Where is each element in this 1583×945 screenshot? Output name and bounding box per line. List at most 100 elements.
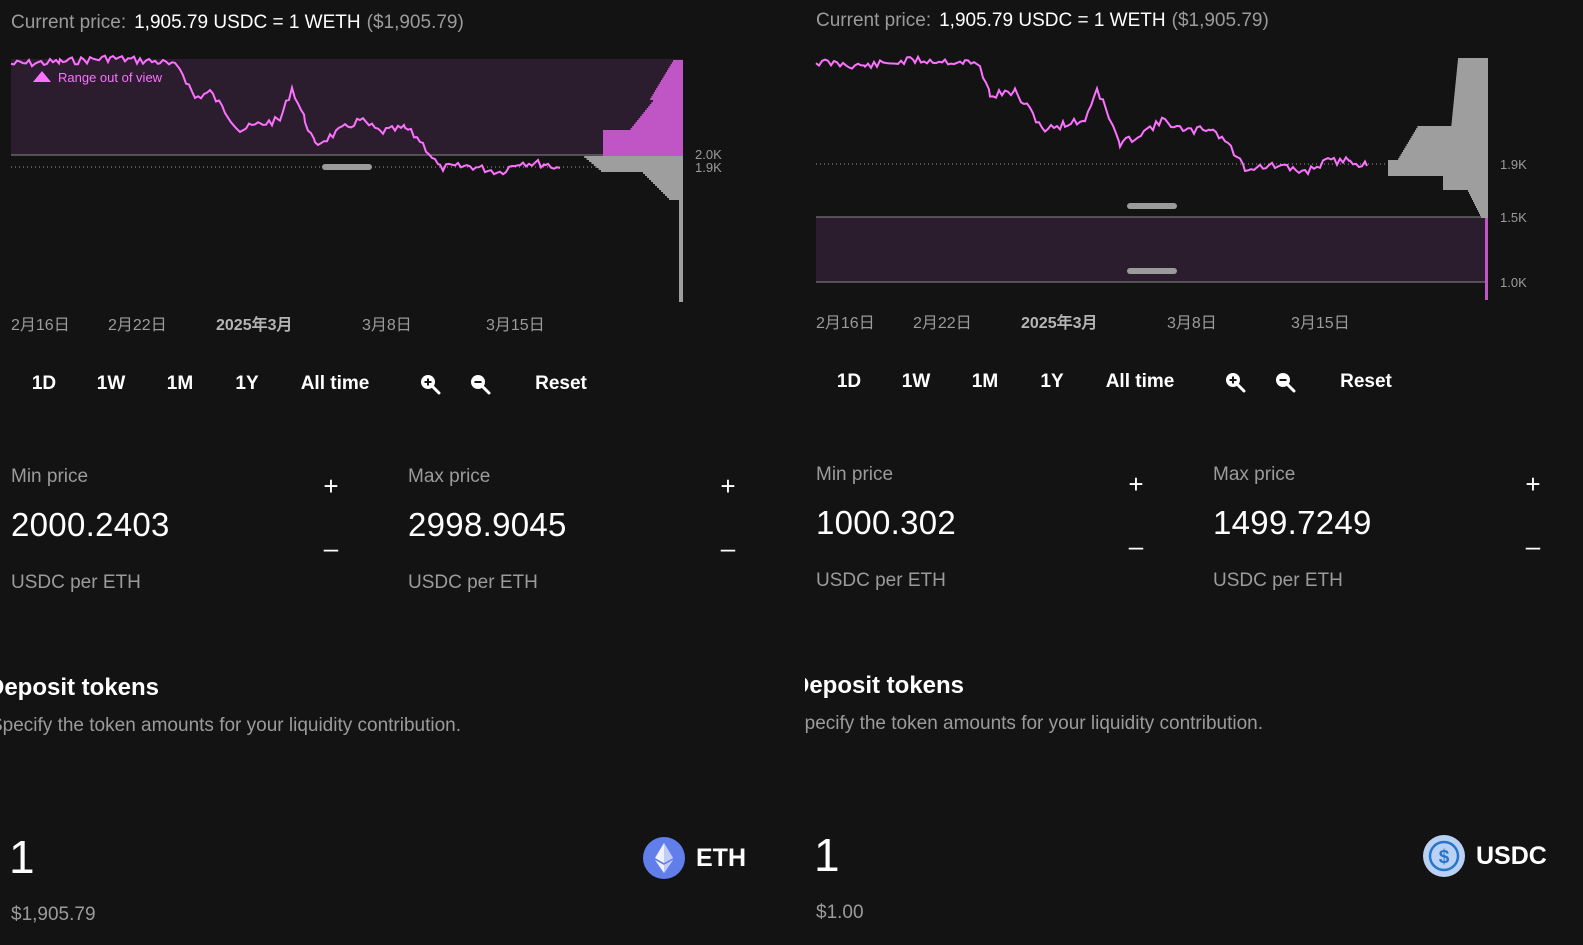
liquidity-bar	[1388, 170, 1488, 172]
y-tick-label: 2.0K	[695, 147, 722, 162]
liquidity-bar	[1485, 264, 1488, 266]
liquidity-bar	[1485, 250, 1488, 252]
token-selector-usdc[interactable]: $ USDC	[1422, 834, 1572, 880]
liquidity-bar	[671, 62, 683, 64]
liquidity-bar	[1472, 198, 1488, 200]
liquidity-bar	[1413, 132, 1488, 134]
liquidity-bar	[1388, 162, 1488, 164]
price-history-line	[815, 54, 1368, 177]
zoom-in-icon[interactable]	[1224, 371, 1246, 393]
liquidity-bar	[646, 108, 683, 110]
range-handle-lower[interactable]	[1127, 268, 1177, 274]
liquidity-bar	[1452, 110, 1488, 112]
time-1d-button[interactable]: 1D	[17, 362, 71, 406]
minus-icon[interactable]: –	[1525, 531, 1541, 561]
time-1m-button[interactable]: 1M	[954, 360, 1016, 404]
deposit-amount-usd: $1,905.79	[11, 904, 96, 925]
plus-icon[interactable]: +	[1525, 469, 1541, 499]
plus-icon[interactable]: +	[323, 471, 339, 501]
liquidity-bar	[1412, 134, 1488, 136]
liquidity-bar	[1404, 148, 1488, 150]
time-all-button[interactable]: All time	[1088, 360, 1192, 404]
liquidity-bar	[1457, 66, 1488, 68]
liquidity-bar	[653, 100, 683, 102]
plus-icon[interactable]: +	[1128, 469, 1144, 499]
time-1w-button[interactable]: 1W	[81, 362, 141, 406]
x-tick-label: 3月15日	[486, 317, 545, 334]
liquidity-bar	[1388, 174, 1488, 176]
liquidity-bar	[667, 196, 683, 198]
liquidity-bar	[1443, 182, 1488, 184]
right-panel: Current price: 1,905.79 USDC = 1 WETH ($1,…	[805, 0, 1583, 945]
liquidity-bar	[633, 124, 683, 126]
liquidity-bar	[1485, 260, 1488, 262]
liquidity-bar	[679, 274, 683, 276]
selected-range-area	[11, 59, 683, 155]
x-tick-label: 3月8日	[362, 317, 412, 334]
y-tick-label: 1.5K	[1500, 210, 1527, 225]
max-price-input[interactable]: 2998.9045	[408, 506, 567, 543]
liquidity-bar	[679, 220, 683, 222]
time-1w-button[interactable]: 1W	[886, 360, 946, 404]
liquidity-bar	[1485, 258, 1488, 260]
token-selector-eth[interactable]: ETH	[642, 836, 772, 882]
liquidity-bar	[679, 300, 683, 302]
liquidity-bar	[1485, 224, 1488, 226]
time-1y-button[interactable]: 1Y	[219, 362, 275, 406]
price-range-chart[interactable]: 1.9K 1.5K 1.0K 2月16日 2月22日 2025年3月 3月8日 …	[805, 0, 1583, 340]
liquidity-bar	[667, 70, 683, 72]
liquidity-bar	[1451, 124, 1488, 126]
min-price-input[interactable]: 1000.302	[816, 504, 957, 541]
price-range-chart[interactable]: Range out of view 2.0K 1.9K 2月16日 2月22日 …	[0, 0, 790, 340]
liquidity-bar	[656, 88, 683, 90]
minus-icon[interactable]: –	[1128, 531, 1144, 561]
range-handle-lower[interactable]	[322, 164, 372, 170]
plus-icon[interactable]: +	[720, 471, 736, 501]
min-price-unit: USDC per ETH	[816, 570, 946, 591]
liquidity-bar	[679, 208, 683, 210]
range-handle-upper[interactable]	[1127, 203, 1177, 209]
minus-icon[interactable]: –	[323, 533, 339, 563]
liquidity-bar	[643, 172, 683, 174]
liquidity-bar	[1485, 234, 1488, 236]
liquidity-bar	[1454, 92, 1488, 94]
max-price-input[interactable]: 1499.7249	[1213, 504, 1372, 541]
time-all-button[interactable]: All time	[283, 362, 387, 406]
zoom-in-icon[interactable]	[419, 373, 441, 395]
liquidity-bar	[1451, 122, 1488, 124]
liquidity-bar	[598, 168, 683, 170]
liquidity-bar	[1457, 62, 1488, 64]
liquidity-bar	[1388, 164, 1488, 166]
min-price-input[interactable]: 2000.2403	[11, 506, 170, 543]
liquidity-bar	[1405, 146, 1488, 148]
liquidity-bar	[1453, 104, 1488, 106]
minus-icon[interactable]: –	[720, 533, 736, 563]
liquidity-bar	[1485, 286, 1488, 288]
y-tick-label: 1.0K	[1500, 275, 1527, 290]
liquidity-bar	[603, 146, 683, 148]
liquidity-bar	[679, 260, 683, 262]
deposit-amount-input[interactable]: 1	[9, 831, 35, 883]
liquidity-bar	[679, 250, 683, 252]
liquidity-bar	[1474, 202, 1488, 204]
max-price-label: Max price	[408, 466, 491, 487]
liquidity-bar	[679, 222, 683, 224]
liquidity-bar	[1443, 176, 1488, 178]
liquidity-bar	[1455, 88, 1488, 90]
time-1m-button[interactable]: 1M	[149, 362, 211, 406]
time-1d-button[interactable]: 1D	[822, 360, 876, 404]
reset-button[interactable]: Reset	[1330, 360, 1402, 404]
zoom-out-icon[interactable]	[1274, 371, 1296, 393]
liquidity-bar	[593, 164, 683, 166]
liquidity-bar	[1451, 120, 1488, 122]
x-tick-label: 2月22日	[913, 315, 972, 332]
liquidity-bar	[1453, 102, 1488, 104]
liquidity-bar	[1458, 58, 1488, 60]
liquidity-bar	[679, 232, 683, 234]
liquidity-bar	[659, 82, 683, 84]
time-1y-button[interactable]: 1Y	[1024, 360, 1080, 404]
zoom-out-icon[interactable]	[469, 373, 491, 395]
reset-button[interactable]: Reset	[525, 362, 597, 406]
liquidity-bar	[663, 76, 683, 78]
deposit-amount-input[interactable]: 1	[814, 829, 840, 881]
